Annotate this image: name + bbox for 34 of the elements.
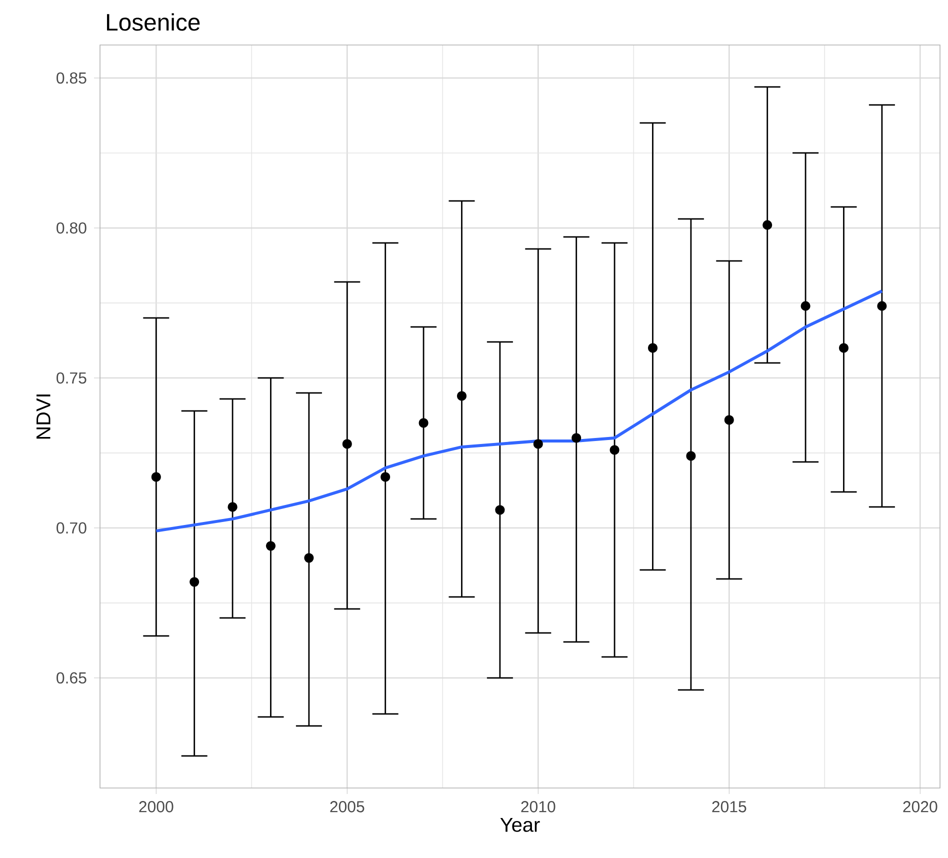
point xyxy=(838,343,849,353)
y-tick-label: 0.75 xyxy=(56,372,86,384)
y-tick-label: 0.85 xyxy=(56,72,86,84)
x-tick-label: 2000 xyxy=(139,801,174,812)
x-tick-label: 2015 xyxy=(712,801,746,812)
point xyxy=(228,502,238,512)
y-tick-label: 0.65 xyxy=(56,672,86,684)
point xyxy=(686,451,696,461)
point xyxy=(418,418,428,428)
point xyxy=(762,220,772,230)
point xyxy=(151,472,161,482)
y-tick-label: 0.70 xyxy=(56,522,86,534)
point xyxy=(190,577,200,587)
point xyxy=(456,391,467,401)
point xyxy=(266,541,276,551)
point xyxy=(342,439,352,449)
point xyxy=(724,415,734,425)
point xyxy=(610,445,620,455)
point xyxy=(648,343,658,353)
point xyxy=(533,439,543,449)
x-tick-label: 2005 xyxy=(330,801,364,812)
point xyxy=(800,301,810,311)
y-axis-title: NDVI xyxy=(36,394,50,439)
x-axis-title: Year xyxy=(500,818,540,832)
x-tick-label: 2010 xyxy=(521,801,556,812)
line-series xyxy=(154,289,884,532)
y-tick-label: 0.80 xyxy=(56,222,86,234)
point xyxy=(877,301,887,311)
x-tick-label: 2020 xyxy=(903,801,938,812)
point xyxy=(304,553,314,563)
chart-title: Losenice xyxy=(107,13,200,31)
point xyxy=(572,433,582,443)
point xyxy=(380,472,390,482)
point xyxy=(495,505,505,515)
